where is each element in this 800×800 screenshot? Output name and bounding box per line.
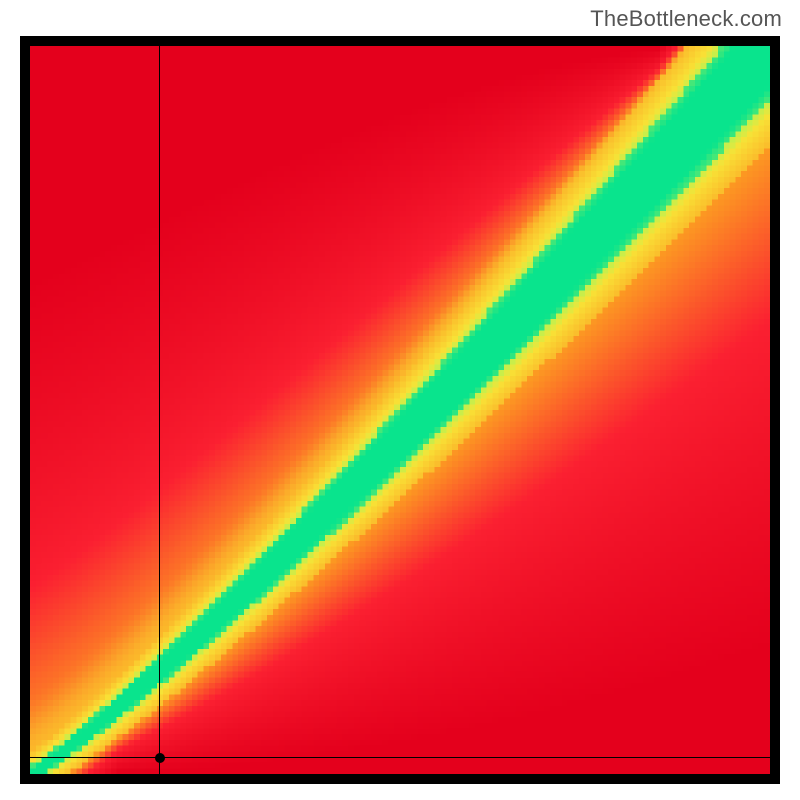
watermark-text: TheBottleneck.com — [590, 6, 782, 32]
chart-container: TheBottleneck.com — [0, 0, 800, 800]
data-point-marker — [155, 753, 165, 763]
crosshair-horizontal — [30, 757, 770, 758]
heatmap — [30, 46, 770, 774]
crosshair-vertical — [159, 46, 160, 774]
